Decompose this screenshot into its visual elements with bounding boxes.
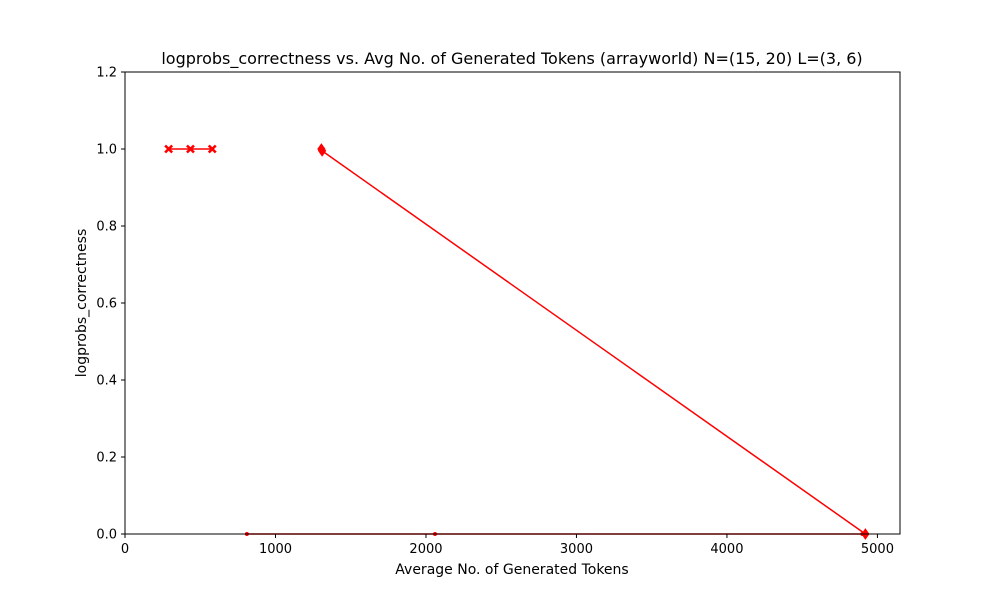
y-tick-label-1.2: 1.2 bbox=[96, 66, 117, 81]
x-tick-label-1000: 1000 bbox=[259, 542, 292, 557]
y-axis-title: logprobs_correctness bbox=[74, 229, 90, 378]
y-tick-label-0.6: 0.6 bbox=[96, 297, 117, 312]
data-point-s1-1 bbox=[164, 144, 174, 154]
x-axis-title: Average No. of Generated Tokens bbox=[395, 562, 628, 578]
data-point-s1-3 bbox=[207, 144, 217, 154]
y-tick-label-1.0: 1.0 bbox=[96, 143, 117, 158]
data-point-s2-2 bbox=[318, 145, 327, 157]
x-tick-label-3000: 3000 bbox=[560, 542, 593, 557]
y-tick-label-0.4: 0.4 bbox=[96, 374, 117, 389]
y-tick-label-0.0: 0.0 bbox=[96, 528, 117, 543]
x-tick-label-2000: 2000 bbox=[409, 542, 442, 557]
x-tick-label-4000: 4000 bbox=[710, 542, 743, 557]
y-tick-label-0.2: 0.2 bbox=[96, 451, 117, 466]
chart-title: logprobs_correctness vs. Avg No. of Gene… bbox=[161, 49, 862, 69]
x-tick-label-5000: 5000 bbox=[861, 542, 894, 557]
plot-area: 0 1000 2000 3000 4000 5000 0.0 0.2 0.4 0.6 0.8 1.0 1… bbox=[96, 66, 901, 557]
y-tick-label-0.8: 0.8 bbox=[96, 220, 117, 235]
data-point-s1-2 bbox=[186, 144, 195, 154]
x-tick-label-0: 0 bbox=[121, 542, 129, 557]
